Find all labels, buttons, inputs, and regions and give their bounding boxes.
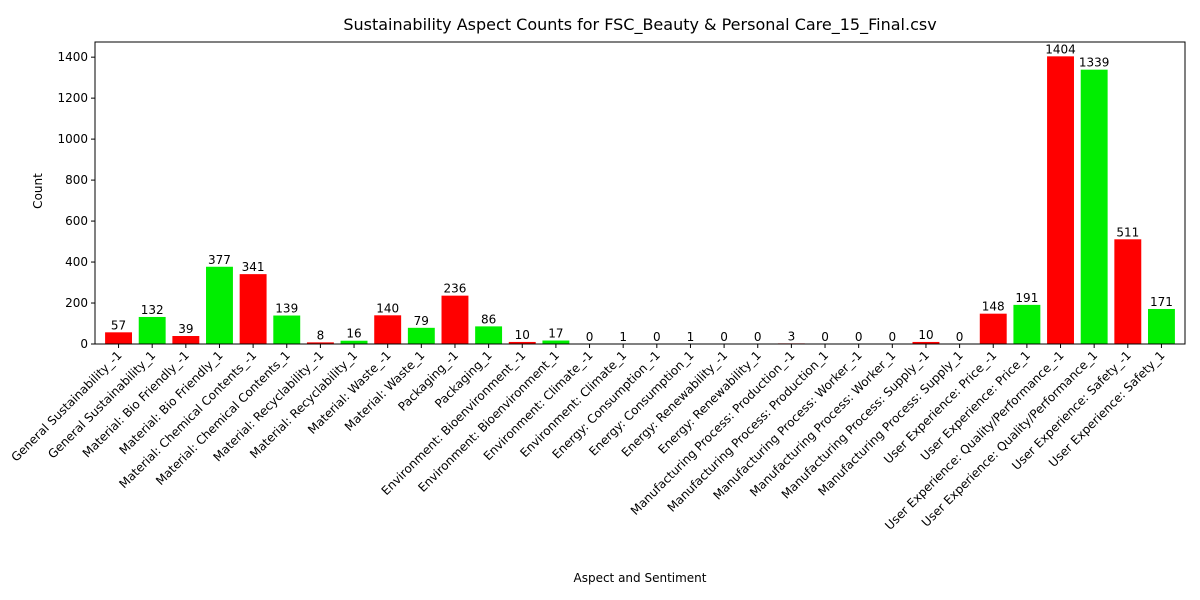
bar: [340, 340, 368, 344]
data-label: 132: [141, 303, 164, 317]
bar: [1013, 304, 1041, 344]
data-label: 191: [1015, 291, 1038, 305]
data-label: 10: [515, 328, 530, 342]
bar: [508, 341, 536, 344]
data-label: 57: [111, 318, 126, 332]
bar: [105, 332, 133, 344]
bar: [407, 327, 435, 344]
y-axis: 0 200 400 600 800 1000 1200 1400: [57, 50, 95, 351]
bar: [1047, 56, 1074, 345]
data-label: 0: [653, 330, 661, 344]
bar: [374, 315, 402, 344]
data-label: 377: [208, 253, 231, 267]
data-label: 17: [548, 327, 563, 341]
data-label: 0: [720, 330, 728, 344]
bar: [273, 315, 301, 344]
data-label: 86: [481, 312, 496, 326]
data-label: 0: [855, 330, 863, 344]
data-label: 341: [242, 260, 265, 274]
bar: [239, 274, 267, 344]
data-label: 148: [982, 300, 1005, 314]
bar: [306, 342, 334, 344]
bar: [1147, 308, 1175, 344]
bar: [441, 295, 469, 344]
data-label: 171: [1150, 295, 1173, 309]
y-tick-label: 200: [65, 296, 88, 310]
data-label: 3: [788, 329, 796, 343]
data-label: 0: [888, 330, 896, 344]
data-label: 39: [178, 322, 193, 336]
data-label: 0: [956, 330, 964, 344]
data-label: 1339: [1079, 56, 1110, 70]
data-label: 511: [1116, 225, 1139, 239]
y-tick-label: 600: [65, 214, 88, 228]
y-tick-label: 1200: [57, 91, 88, 105]
data-label: 79: [414, 314, 429, 328]
data-label: 0: [754, 330, 762, 344]
y-tick-label: 1400: [57, 50, 88, 64]
data-label: 0: [821, 330, 829, 344]
y-tick-label: 800: [65, 173, 88, 187]
data-label: 10: [918, 328, 933, 342]
bar: [542, 340, 570, 344]
bar: [979, 313, 1007, 344]
bar: [1114, 239, 1142, 344]
y-tick-label: 400: [65, 255, 88, 269]
data-label: 16: [346, 327, 361, 341]
data-label: 236: [444, 282, 467, 296]
data-label: 1: [687, 330, 695, 344]
x-axis-title: Aspect and Sentiment: [574, 571, 707, 585]
y-tick-label: 0: [80, 337, 88, 351]
bars-group: [105, 56, 1175, 345]
bar: [138, 316, 166, 344]
bar: [206, 266, 233, 344]
data-label: 140: [376, 301, 399, 315]
data-label: 139: [275, 302, 298, 316]
data-label: 1404: [1045, 42, 1076, 56]
bar: [1080, 69, 1108, 345]
bar: [172, 336, 200, 344]
bar: [912, 341, 940, 344]
y-tick-label: 1000: [57, 132, 88, 146]
plot-frame: [94, 41, 1186, 345]
y-axis-title: Count: [31, 173, 45, 209]
data-label: 1: [619, 330, 627, 344]
data-label: 0: [586, 330, 594, 344]
bar: [475, 326, 503, 344]
chart-title: Sustainability Aspect Counts for FSC_Bea…: [343, 15, 936, 35]
data-label: 8: [317, 328, 325, 342]
